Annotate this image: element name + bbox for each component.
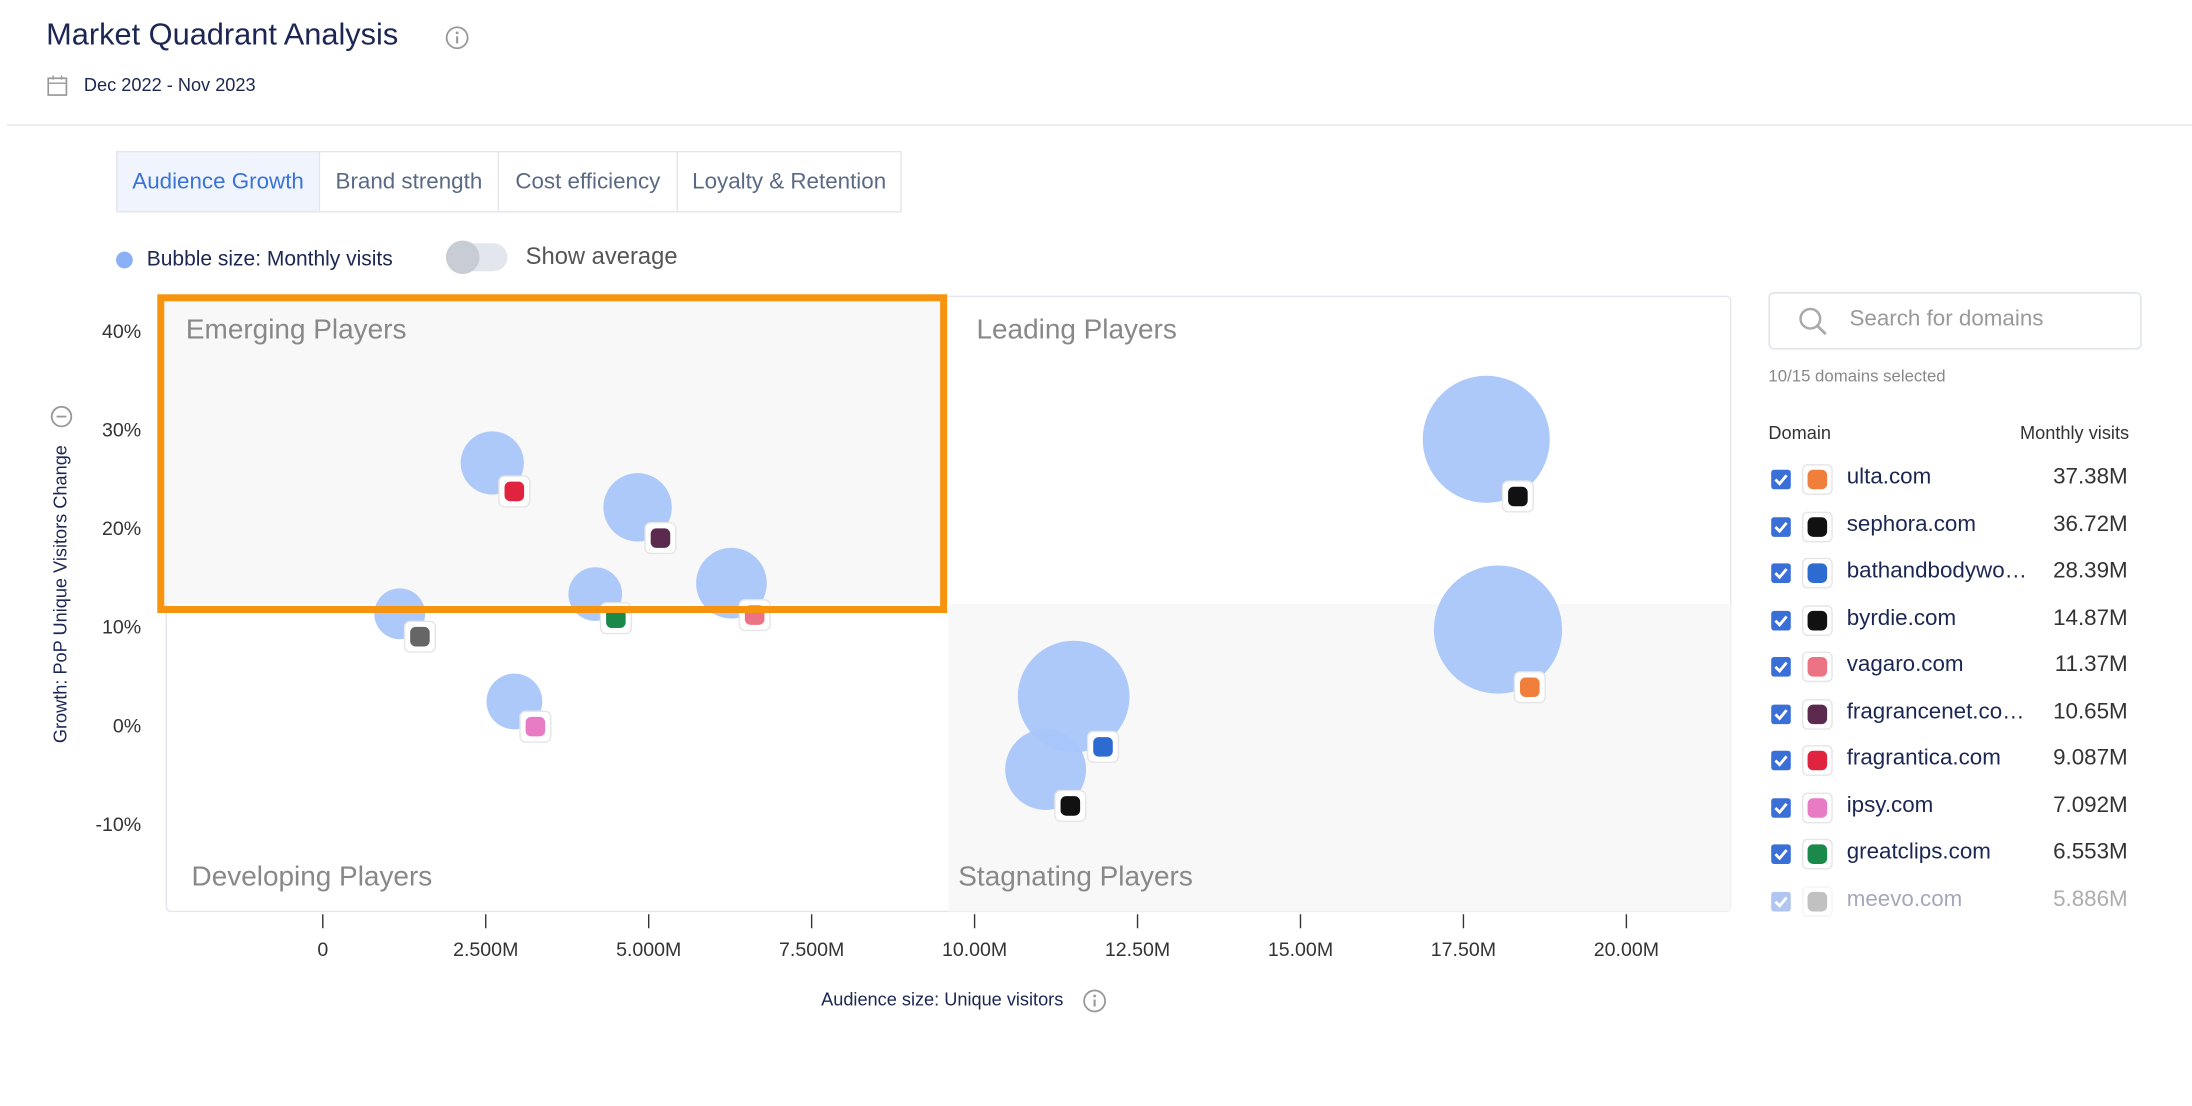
- domain-name: sephora.com: [1846, 512, 1977, 537]
- domain-name: vagaro.com: [1846, 652, 1964, 677]
- search-icon: [1799, 307, 1827, 336]
- quadrant-label: Developing Players: [192, 860, 433, 891]
- x-info-icon[interactable]: [1083, 989, 1106, 1013]
- y-tick-label: 0%: [113, 715, 141, 737]
- domain-icon-logo: [1508, 486, 1528, 507]
- monthly-visits: 6.553M: [2053, 840, 2128, 864]
- search-placeholder: Search for domains: [1849, 307, 2044, 332]
- domain-icon-logo: [650, 528, 671, 548]
- monthly-visits: 9.087M: [2053, 746, 2128, 771]
- quadrant-label: Leading Players: [976, 314, 1176, 345]
- toggle[interactable]: [445, 240, 508, 275]
- checkbox[interactable]: [1771, 844, 1791, 864]
- domain-icon: [1801, 464, 1833, 495]
- x-tick-label: 7.500M: [779, 939, 844, 961]
- header: [6, 0, 2192, 126]
- y-tick-label: -10%: [96, 814, 142, 836]
- domain-name: meevo.com: [1846, 887, 1963, 911]
- calendar-icon: [47, 75, 68, 96]
- quadrant-label: Emerging Players: [186, 314, 407, 345]
- x-tick-label: 15.00M: [1268, 939, 1333, 961]
- domain-name: bathandbodywo…: [1846, 559, 2028, 583]
- domain-icon-logo: [410, 626, 430, 647]
- monthly-visits: 10.65M: [2053, 699, 2128, 724]
- x-tick-label: 20.00M: [1594, 939, 1659, 961]
- checkbox[interactable]: [1771, 703, 1791, 724]
- domain-name: ulta.com: [1846, 465, 1932, 490]
- domain-icon: [1801, 557, 1833, 589]
- y-info-icon[interactable]: [50, 405, 73, 428]
- tab[interactable]: Loyalty & Retention: [676, 150, 902, 213]
- quadrant-label: Stagnating Players: [958, 860, 1193, 891]
- y-tick-label: 30%: [102, 420, 141, 442]
- domain-icon: [1801, 745, 1833, 776]
- domain-icon-logo: [525, 716, 546, 737]
- domain-icon-logo: [606, 608, 626, 629]
- toggle-label[interactable]: Show average: [525, 243, 678, 270]
- domain-name: fragrancenet.co…: [1846, 699, 2025, 724]
- info-icon[interactable]: [445, 25, 470, 50]
- y-tick-label: 20%: [102, 518, 141, 540]
- checkbox[interactable]: [1771, 469, 1791, 490]
- domain-icon: [1801, 698, 1833, 730]
- y-tick-label: 10%: [102, 617, 141, 639]
- monthly-visits: 11.37M: [2054, 652, 2128, 677]
- checkbox[interactable]: [1771, 750, 1791, 771]
- domain-icon-logo: [1520, 677, 1540, 698]
- x-tick-label: 5.000M: [616, 939, 681, 961]
- domain-icon: [1801, 604, 1833, 636]
- monthly-visits: 7.092M: [2053, 793, 2128, 818]
- bubble: [1433, 565, 1563, 694]
- legend-text: Bubble size: Monthly visits: [146, 247, 393, 272]
- legend-dot: [116, 251, 133, 269]
- checkbox[interactable]: [1771, 563, 1791, 583]
- monthly-visits: 28.39M: [2053, 559, 2128, 583]
- domain-name: greatclips.com: [1846, 840, 1991, 864]
- monthly-visits: 36.72M: [2053, 512, 2128, 537]
- domain-icon-logo: [1060, 796, 1081, 816]
- domain-icon: [1801, 510, 1833, 542]
- date-range[interactable]: Dec 2022 - Nov 2023: [83, 74, 256, 96]
- quadrant-bg: [166, 296, 949, 604]
- tab[interactable]: Audience Growth: [116, 150, 321, 213]
- y-axis-title: Growth: PoP Unique Visitors Change: [50, 445, 70, 743]
- x-tick-label: 10.00M: [942, 939, 1007, 961]
- checkbox[interactable]: [1771, 657, 1791, 677]
- domain-icon: [1801, 838, 1833, 870]
- domain-name: fragrantica.com: [1846, 746, 2001, 771]
- highlight-box: [157, 294, 948, 614]
- x-tick-label: 17.50M: [1431, 939, 1496, 961]
- monthly-visits: 5.886M: [2053, 887, 2128, 911]
- x-tick-label: 2.500M: [453, 939, 518, 961]
- bubble-chart: Audience size: Unique visitors Growth: P…: [50, 294, 1732, 1013]
- x-tick-label: 12.50M: [1105, 939, 1170, 961]
- bubble: [1005, 729, 1087, 810]
- checkbox[interactable]: [1771, 891, 1791, 911]
- monthly-visits: 37.38M: [2053, 465, 2128, 490]
- y-tick-label: 40%: [102, 321, 141, 343]
- monthly-visits: 14.87M: [2053, 606, 2128, 630]
- search-box[interactable]: [1768, 292, 2142, 350]
- domain-name: byrdie.com: [1846, 606, 1957, 630]
- domain-icon: [1801, 651, 1833, 683]
- checkbox[interactable]: [1771, 516, 1791, 537]
- x-axis-title: Audience size: Unique visitors: [821, 990, 1063, 1010]
- bubble: [1017, 640, 1130, 753]
- domain-name: ipsy.com: [1846, 793, 1934, 818]
- domain-icon: [1801, 885, 1833, 917]
- bubble: [1422, 375, 1550, 503]
- domain-icon: [1801, 791, 1833, 823]
- page-title: Market Quadrant Analysis: [46, 16, 399, 52]
- checkbox[interactable]: [1771, 610, 1791, 630]
- domain-icon-logo: [504, 481, 525, 502]
- selection-count: 10/15 domains selected: [1768, 366, 1946, 386]
- column-header[interactable]: Monthly visits: [2020, 422, 2130, 444]
- domain-icon-logo: [1093, 737, 1113, 757]
- column-header[interactable]: Domain: [1768, 422, 1832, 444]
- x-tick-label: 0: [317, 939, 328, 961]
- checkbox[interactable]: [1771, 797, 1791, 818]
